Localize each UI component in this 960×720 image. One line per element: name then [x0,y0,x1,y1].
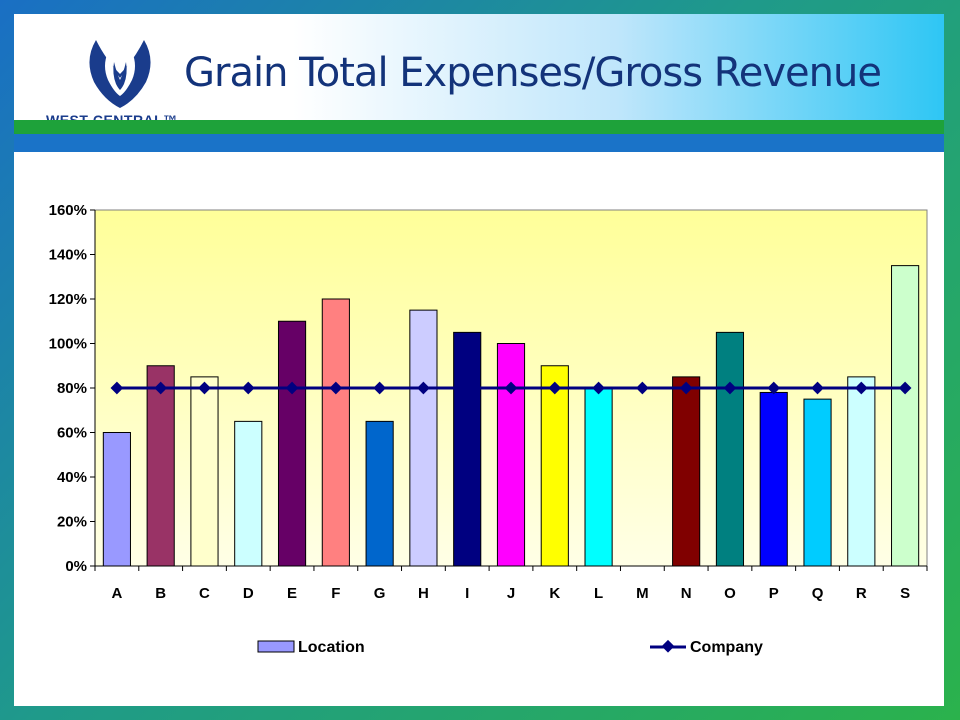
x-tick-label: M [636,585,649,602]
bar-L [584,387,613,567]
bar-J [496,343,526,567]
x-tick-label: D [243,585,254,602]
company-point-C [198,381,211,395]
company-point-A [110,381,124,395]
x-tick-label: K [549,585,560,602]
x-tick-label: E [287,585,297,602]
company-point-E [285,381,299,395]
y-tick-label: 80% [57,380,87,397]
bar-P [759,391,788,567]
x-tick-label: G [374,585,386,602]
x-tick-label: S [900,585,910,602]
bar-S [891,265,920,567]
slide-header: WEST CENTRAL™ Grain Total Expenses/Gross… [14,14,944,128]
x-tick-label: N [681,585,692,602]
bar-R [847,376,876,567]
bar-Q [803,398,832,567]
x-tick-label: L [594,585,603,602]
company-point-F [329,381,343,395]
bar-C [190,376,219,567]
legend-company-marker [661,639,675,653]
y-tick-label: 20% [57,514,87,531]
legend: Location Company [257,639,763,656]
company-point-B [154,381,168,395]
bar-A [102,432,131,567]
x-tick-label: J [507,585,515,602]
bar-I [453,331,482,567]
legend-location-label: Location [298,639,365,656]
company-point-I [460,381,474,395]
header-stripe-blue [14,134,944,152]
bar-K [540,365,569,567]
company-point-H [417,381,430,395]
y-tick-label: 160% [49,202,87,219]
x-tick-label: C [199,585,210,602]
y-tick-label: 40% [57,469,87,486]
bar-H [409,309,438,567]
bar-G [365,420,394,567]
x-tick-label: P [769,585,779,602]
header-stripe-green [14,120,944,134]
y-axis: 0% 20% 40% 60% 80% 100% 120% 140% 160% [49,202,96,575]
west-central-logo-icon [89,40,151,108]
x-tick-label: O [724,585,736,602]
y-tick-label: 120% [49,291,87,308]
y-tick-label: 100% [49,336,87,353]
legend-company-label: Company [690,639,763,656]
company-point-G [373,381,386,395]
y-tick-label: 140% [49,247,87,264]
company-point-D [241,381,255,395]
x-tick-label: I [465,585,469,602]
slide-title: Grain Total Expenses/Gross Revenue [184,50,882,96]
x-tick-label: Q [812,585,824,602]
x-tick-label: R [856,585,867,602]
x-axis: A B C D E F G H I J K L M N O P Q R S [94,565,928,602]
bar-F [321,298,350,567]
bar-E [277,320,307,567]
y-tick-label: 0% [65,558,87,575]
bars-group [102,265,920,567]
bar-O [715,331,745,567]
x-tick-label: H [418,585,429,602]
x-tick-label: B [155,585,166,602]
bar-D [234,420,263,567]
x-tick-label: A [111,585,122,602]
legend-location-swatch [257,640,295,653]
x-tick-label: F [331,585,340,602]
y-tick-label: 60% [57,425,87,442]
bar-B [146,365,175,567]
bar-N [672,376,701,567]
